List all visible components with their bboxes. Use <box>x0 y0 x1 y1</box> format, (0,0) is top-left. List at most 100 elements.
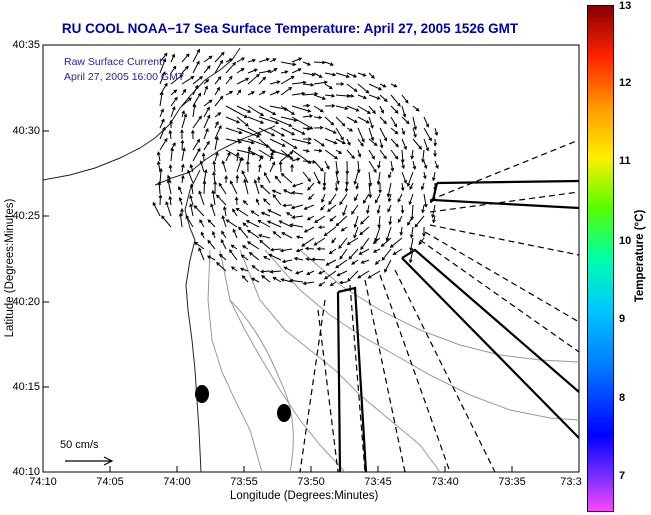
current-vector <box>390 83 398 88</box>
current-vector <box>409 237 414 252</box>
current-vector <box>246 241 260 250</box>
current-vector <box>313 60 326 65</box>
current-vector <box>245 160 250 173</box>
current-vector <box>210 203 216 217</box>
current-vector <box>387 204 392 213</box>
current-vector <box>230 266 238 272</box>
current-vector <box>322 182 327 192</box>
current-vector <box>181 97 192 107</box>
current-vector <box>280 172 293 184</box>
current-vector <box>423 138 430 152</box>
current-vector <box>247 91 255 96</box>
current-vector <box>159 58 167 74</box>
current-vector <box>192 92 202 107</box>
current-vector <box>198 247 205 261</box>
current-vector <box>189 163 194 173</box>
current-vector <box>207 219 216 228</box>
current-vector <box>368 83 383 91</box>
current-vector <box>400 149 405 164</box>
current-vector <box>334 182 339 192</box>
current-vector <box>242 222 249 228</box>
current-vector <box>314 215 326 223</box>
current-vector <box>390 94 401 107</box>
current-vector <box>181 65 189 74</box>
current-vector <box>306 215 315 221</box>
current-vector <box>278 160 283 173</box>
y-tick-label: 40:15 <box>12 381 40 393</box>
current-vector <box>257 220 271 228</box>
current-vector <box>240 254 249 261</box>
current-vector <box>271 189 282 195</box>
current-vector <box>392 248 403 255</box>
current-vector <box>434 127 439 136</box>
current-vector <box>247 127 262 136</box>
current-vector <box>291 91 306 96</box>
current-vector <box>368 94 381 100</box>
current-vector <box>236 89 242 96</box>
current-vector <box>324 61 334 66</box>
current-vector <box>261 275 271 283</box>
current-vector <box>281 232 293 239</box>
current-vector <box>335 72 350 78</box>
temperature-colorbar <box>587 5 614 512</box>
current-vector <box>316 246 326 251</box>
current-vector <box>335 127 344 141</box>
current-vector <box>324 149 339 160</box>
current-vector <box>170 106 176 118</box>
current-vector <box>225 151 231 162</box>
current-vector <box>236 68 245 74</box>
current-vector <box>279 248 293 253</box>
current-vector <box>236 57 246 63</box>
current-vector <box>272 231 282 239</box>
current-vector <box>200 231 205 239</box>
current-vector <box>199 219 205 228</box>
current-vector <box>214 75 222 85</box>
current-vector <box>214 136 219 151</box>
x-tick-label: 73:50 <box>297 476 325 488</box>
current-vector <box>289 223 304 228</box>
current-vector <box>258 76 266 85</box>
current-vector <box>241 170 249 184</box>
current-vector <box>225 138 243 144</box>
current-vector <box>250 277 260 283</box>
x-tick-label: 73:40 <box>431 476 459 488</box>
current-vector <box>241 245 249 250</box>
current-vector <box>295 270 304 275</box>
current-vector <box>247 145 252 162</box>
x-tick-label: 73:3 <box>560 476 582 488</box>
current-vector <box>274 175 282 184</box>
current-vector <box>166 178 172 195</box>
current-vector <box>386 182 392 198</box>
current-vector <box>246 229 260 239</box>
current-vector <box>291 57 303 63</box>
current-vector <box>422 226 426 238</box>
current-vector <box>406 171 414 187</box>
current-vector <box>313 138 325 147</box>
current-vector <box>401 127 406 136</box>
current-vector <box>235 174 240 184</box>
current-vector <box>255 198 260 206</box>
current-vector <box>211 189 216 206</box>
current-vector <box>159 52 168 63</box>
x-tick-label: 74:10 <box>29 476 57 488</box>
current-vector <box>381 248 392 261</box>
current-vector <box>410 149 414 160</box>
current-vector <box>401 116 410 125</box>
colorbar-tick-label: 7 <box>619 470 626 482</box>
current-vector <box>328 248 337 255</box>
current-vector <box>212 160 217 173</box>
current-vector <box>356 160 361 174</box>
current-vector <box>377 215 382 229</box>
current-vector <box>390 105 399 114</box>
current-vector <box>167 174 172 184</box>
current-vector <box>180 129 184 140</box>
site-marker <box>195 385 209 403</box>
current-vector <box>323 270 337 280</box>
current-vector <box>387 193 392 203</box>
current-vector <box>258 163 262 173</box>
current-vector <box>324 116 335 126</box>
current-vector <box>224 175 229 184</box>
current-vector <box>302 82 315 87</box>
current-vector <box>302 92 319 96</box>
